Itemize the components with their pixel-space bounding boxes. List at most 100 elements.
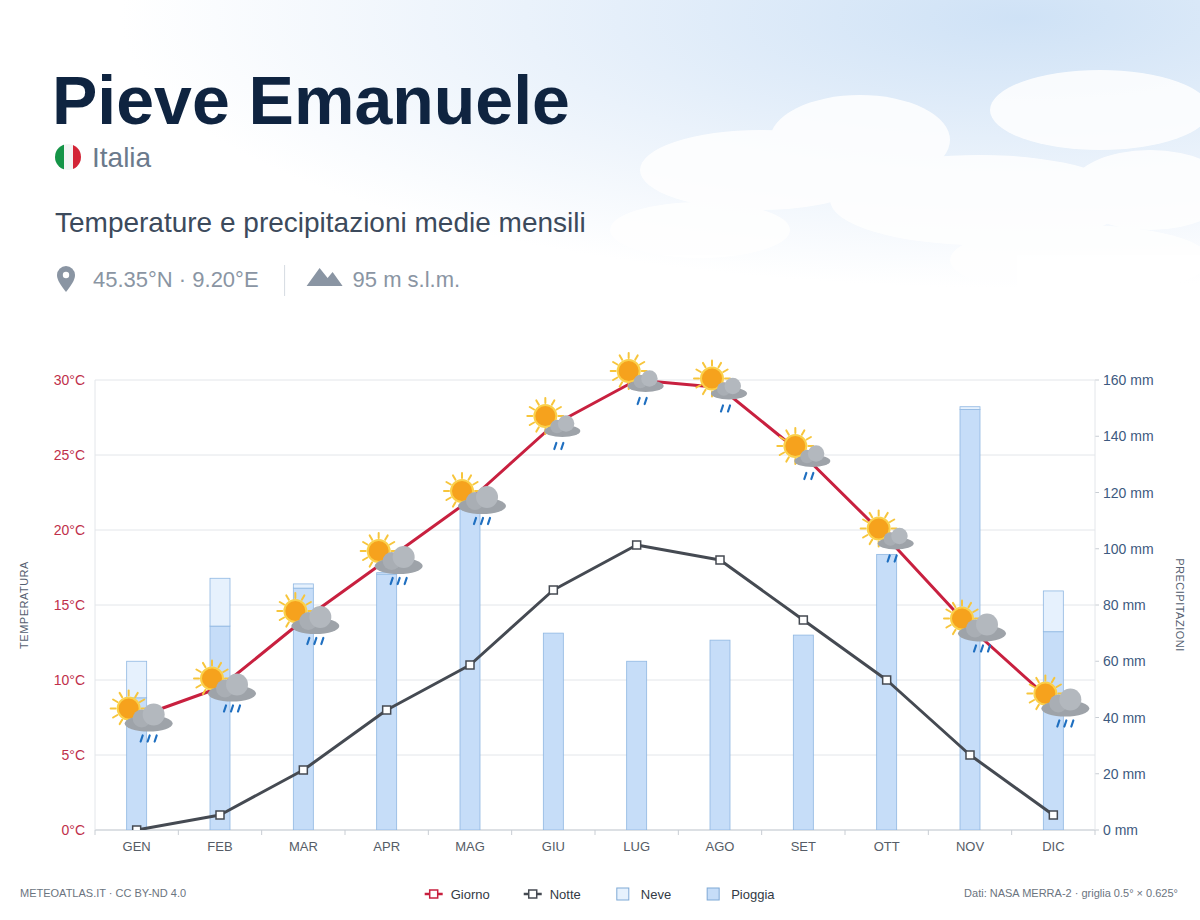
sun-ray — [527, 415, 532, 417]
y2-tick — [1095, 830, 1099, 831]
rain-drop — [488, 518, 490, 524]
sun-ray — [390, 542, 394, 545]
sun-ray — [446, 482, 450, 485]
flag-white — [64, 144, 73, 170]
y2-tick-label: 0 mm — [1103, 822, 1138, 838]
marker — [633, 541, 641, 549]
marker — [216, 811, 224, 819]
y2-tick — [1095, 380, 1099, 381]
rain-drop — [391, 578, 393, 584]
sun-ray — [530, 407, 534, 410]
legend-item: Pioggia — [707, 887, 775, 902]
rain-drop — [728, 406, 730, 412]
y2-tick-label: 100 mm — [1103, 541, 1154, 557]
x-tick-label: GEN — [123, 839, 151, 854]
sun-ray — [385, 535, 388, 539]
marker — [799, 616, 807, 624]
flag-red — [73, 144, 82, 170]
weather-icon — [611, 353, 664, 404]
rain-drop — [307, 638, 309, 644]
sun-ray — [794, 428, 796, 433]
sun-ray — [111, 708, 116, 710]
sun-ray — [961, 601, 963, 606]
title: Pieve Emanuele — [52, 62, 570, 138]
cloud-puff — [476, 486, 498, 508]
rain-drop — [988, 646, 990, 652]
sun-ray — [120, 720, 123, 724]
sun-ray — [861, 528, 866, 530]
weather-icon — [694, 361, 747, 412]
legend-label: Neve — [641, 887, 671, 902]
rain-drop — [321, 638, 323, 644]
pin-hole — [63, 272, 69, 278]
sun-ray — [613, 362, 617, 365]
sun-ray — [370, 562, 373, 566]
y-tick-label: 30°C — [54, 372, 85, 388]
sun-ray — [719, 363, 722, 367]
sun-ray — [1052, 678, 1055, 682]
sun-ray — [219, 663, 222, 667]
sun-ray — [802, 430, 805, 434]
x-tick — [845, 830, 846, 835]
rain-drop — [155, 736, 157, 742]
sun-ray — [953, 630, 956, 634]
sun-ray — [1030, 685, 1034, 688]
legend-marker — [529, 890, 537, 898]
sun-ray — [536, 427, 539, 431]
rain-drop — [148, 736, 150, 742]
sun-ray — [786, 430, 789, 434]
marker — [133, 826, 141, 830]
mountain-icon — [307, 268, 343, 286]
rain-drop — [1064, 721, 1066, 727]
x-tick-label: APR — [373, 839, 400, 854]
sun-ray — [780, 453, 784, 456]
weather-icon — [361, 533, 423, 584]
x-tick — [678, 830, 679, 835]
rain-drop — [481, 518, 483, 524]
marks — [127, 376, 1064, 830]
legend-item: Neve — [617, 887, 671, 902]
legend-swatch — [707, 888, 719, 900]
sun-ray — [361, 550, 366, 552]
cloud — [610, 202, 790, 258]
bar-pioggia — [1043, 632, 1063, 830]
sun-ray — [703, 363, 706, 367]
sun-ray — [723, 370, 727, 373]
footer-source: METEOATLAS.IT · CC BY-ND 4.0 — [20, 887, 186, 899]
sun-ray — [135, 693, 138, 697]
rain-drop — [721, 406, 723, 412]
chart-root: Pieve EmanueleItaliaTemperature e precip… — [0, 0, 1200, 920]
sun-ray — [1036, 678, 1039, 682]
bar-neve — [960, 407, 980, 410]
rain-drop — [231, 706, 233, 712]
sun-ray — [203, 690, 206, 694]
cloud-puff — [641, 370, 658, 387]
sun-ray — [786, 457, 789, 461]
sun-ray — [885, 513, 888, 517]
line-giorno — [137, 380, 1054, 718]
x-tick-label: DIC — [1042, 839, 1064, 854]
sun-ray — [203, 663, 206, 667]
y2-tick — [1095, 717, 1099, 718]
x-tick — [595, 830, 596, 835]
pin-icon — [57, 266, 75, 292]
sun-ray — [946, 625, 950, 628]
x-tick-label: OTT — [874, 839, 900, 854]
x-tick — [261, 830, 262, 835]
rain-drop — [474, 518, 476, 524]
background — [0, 0, 1200, 920]
sky — [0, 0, 1200, 360]
sun-ray — [294, 593, 296, 598]
weather-icon — [1027, 676, 1089, 727]
sun-ray — [694, 378, 699, 380]
sun-ray — [446, 498, 450, 501]
x-tick — [1011, 830, 1012, 835]
marker — [716, 556, 724, 564]
sun-ray — [946, 610, 950, 613]
rain-drop — [224, 706, 226, 712]
legend-label: Giorno — [451, 887, 490, 902]
sun-ray — [194, 678, 199, 680]
sun-ray — [890, 520, 894, 523]
sun-ray — [302, 595, 305, 599]
y2-tick-label: 20 mm — [1103, 766, 1146, 782]
